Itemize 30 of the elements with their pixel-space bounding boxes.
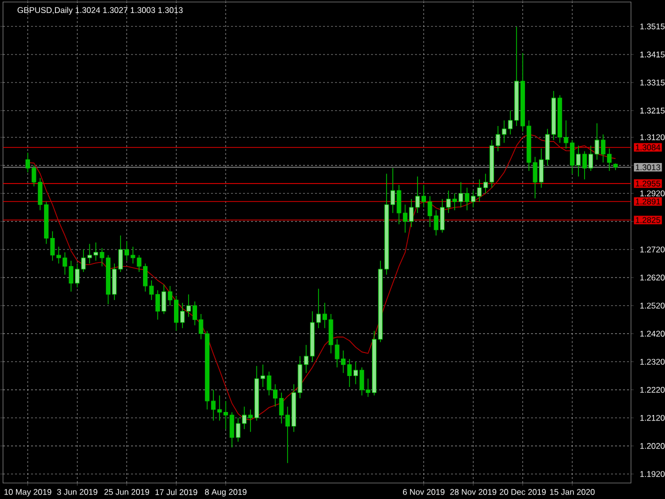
y-tick-label: 1.2020 — [640, 443, 665, 449]
ref-line-label: 1.3084 — [636, 144, 660, 150]
y-tick-label: 1.3215 — [640, 108, 665, 114]
x-tick-label: 6 Nov 2019 — [403, 489, 444, 495]
y-tick-label: 1.2420 — [640, 330, 665, 337]
y-tick-label: 1.2220 — [640, 386, 665, 393]
ref-line-label: 1.2825 — [636, 217, 660, 223]
y-tick-label: 1.3120 — [640, 134, 665, 140]
x-tick-label: 25 Jun 2019 — [104, 489, 150, 495]
ref-line-label: 1.3013 — [636, 164, 660, 170]
ref-line-label: 1.2955 — [636, 180, 660, 186]
ref-line-label: 1.2891 — [636, 198, 660, 204]
x-tick-label: 10 May 2019 — [4, 489, 52, 497]
y-tick-label: 1.3415 — [640, 52, 665, 58]
x-tick-label: 20 Dec 2019 — [500, 489, 546, 495]
x-tick-label: 8 Aug 2019 — [204, 489, 246, 497]
y-tick-label: 1.2520 — [640, 302, 665, 309]
y-tick-label: 1.2920 — [640, 190, 665, 196]
text: GBPUSD,Daily 1.3024 1.3027 1.3003 1.3013 — [18, 6, 183, 15]
y-tick-label: 1.3515 — [640, 23, 665, 30]
y-tick-label: 1.2620 — [640, 274, 665, 280]
y-tick-label: 1.1920 — [640, 471, 665, 477]
y-tick-label: 1.2320 — [640, 358, 665, 365]
y-tick-label: 1.2720 — [640, 246, 665, 252]
y-tick-label: 1.2120 — [640, 414, 665, 421]
x-tick-label: 15 Jan 2020 — [550, 489, 595, 495]
x-tick-label: 17 Jul 2019 — [156, 489, 198, 496]
x-tick-label: 3 Jun 2019 — [57, 489, 98, 495]
x-tick-label: 28 Nov 2019 — [450, 489, 496, 495]
y-tick-label: 1.3315 — [640, 80, 665, 86]
